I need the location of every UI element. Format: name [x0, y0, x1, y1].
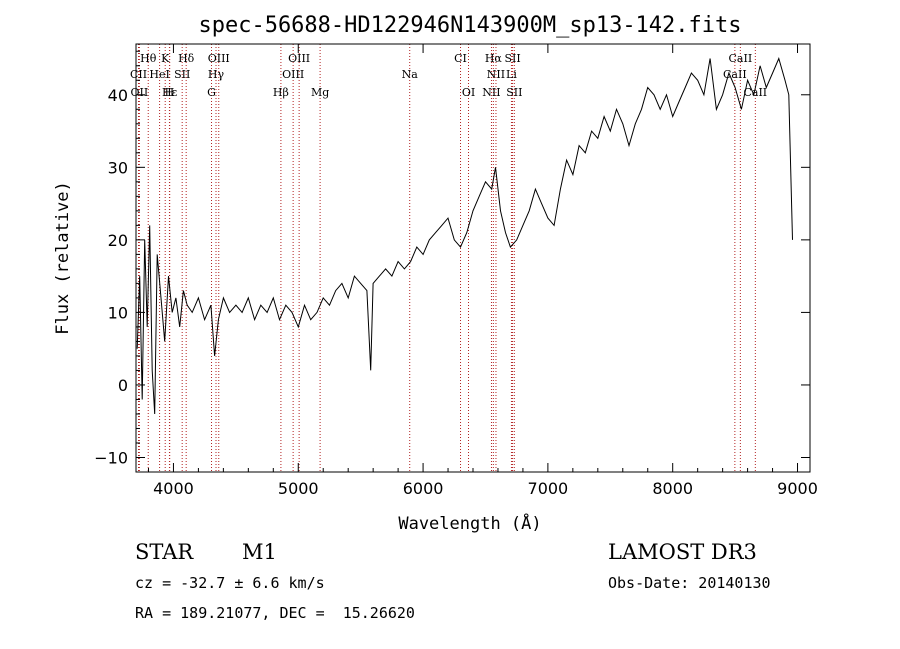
line-label-21: G	[207, 86, 216, 99]
y-axis-label: Flux (relative)	[53, 181, 73, 335]
plot-frame	[135, 43, 811, 473]
x-axis-label: Wavelength (Å)	[398, 512, 541, 534]
x-tick-label-0: 4000	[153, 479, 194, 498]
y-tick-label-2: 10	[108, 303, 128, 322]
spectrum-line	[136, 57, 793, 415]
line-label-6: Hα	[485, 52, 503, 65]
line-label-10: HeI	[149, 68, 169, 81]
line-markers	[137, 44, 756, 472]
object-class: STAR	[135, 540, 194, 564]
line-label-20: H	[165, 86, 175, 99]
line-label-3: OIII	[208, 52, 230, 65]
line-label-8: CaII	[729, 52, 753, 65]
line-label-11: SII	[174, 68, 190, 81]
x-tick-label-3: 7000	[528, 479, 569, 498]
line-label-18: OII	[131, 86, 149, 99]
line-label-15: NII	[487, 68, 505, 81]
coordinates: RA = 189.21077, DEC = 15.26620	[135, 604, 415, 622]
line-label-2: Hδ	[178, 52, 195, 65]
line-label-9: CII	[130, 68, 147, 81]
x-tick-label-5: 9000	[777, 479, 818, 498]
line-label-22: Hβ	[273, 86, 289, 99]
axis-ticks: 4000 5000 6000 7000 8000 9000 −10 0 10 20 30 40	[94, 44, 818, 498]
line-label-19: Hε	[162, 86, 178, 99]
line-label-24: OI	[462, 86, 475, 99]
line-label-27: CaII	[743, 86, 767, 99]
object-subclass: M1	[242, 540, 277, 564]
x-tick-label-2: 6000	[403, 479, 444, 498]
obs-date: Obs-Date: 20140130	[608, 574, 771, 592]
velocity-info: cz = -32.7 ± 6.6 km/s	[135, 574, 325, 592]
x-tick-label-4: 8000	[652, 479, 693, 498]
spectrum-series	[136, 57, 793, 415]
y-tick-label-0: −10	[94, 448, 128, 467]
line-label-0: Hθ	[140, 52, 157, 65]
line-label-25: NII	[482, 86, 500, 99]
y-tick-label-4: 30	[108, 158, 128, 177]
line-label-26: SII	[506, 86, 522, 99]
line-label-12: Hγ	[208, 68, 225, 81]
line-label-4: OIII	[288, 52, 310, 65]
survey-name: LAMOST DR3	[608, 540, 757, 564]
line-label-14: Na	[402, 68, 419, 81]
line-label-5: CI	[454, 52, 467, 65]
line-label-7: SII	[504, 52, 520, 65]
line-label-17: CaII	[723, 68, 747, 81]
x-tick-label-1: 5000	[278, 479, 319, 498]
y-tick-label-1: 0	[118, 376, 128, 395]
line-label-16: Li	[506, 68, 517, 81]
y-tick-label-3: 20	[108, 231, 128, 250]
line-label-1: K	[161, 52, 170, 65]
line-label-13: OIII	[282, 68, 304, 81]
chart-title: spec-56688-HD122946N143900M_sp13-142.fit…	[198, 13, 741, 38]
line-label-23: Mg	[311, 86, 329, 99]
y-tick-label-5: 40	[108, 86, 128, 105]
